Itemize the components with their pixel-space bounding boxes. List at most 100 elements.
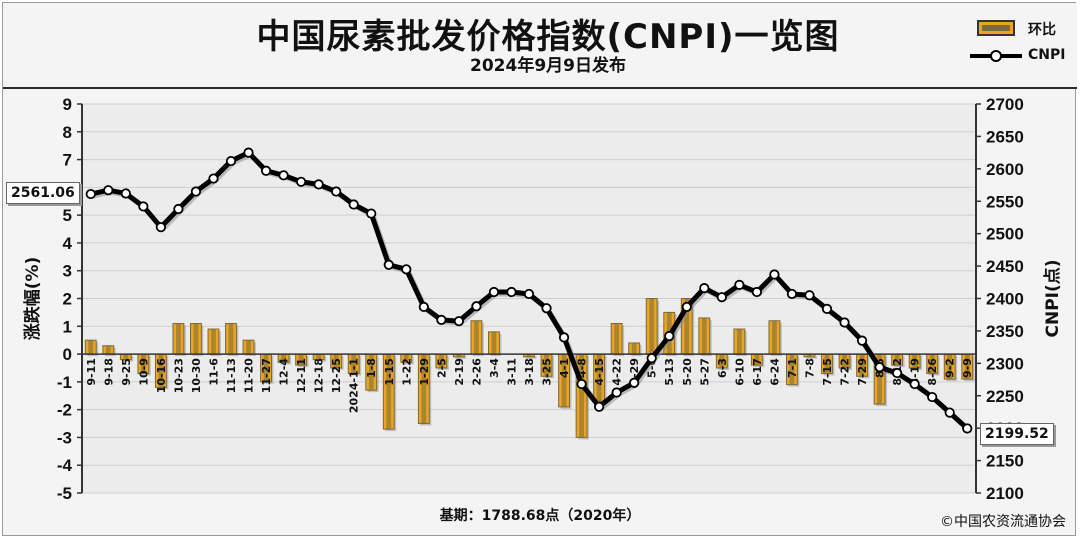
- bar-core: [947, 354, 953, 380]
- copyright-note: ©中国农资流通协会: [940, 514, 1066, 530]
- bar-core: [403, 354, 409, 363]
- x-tick-label: 9-18: [102, 358, 115, 386]
- line-point: [856, 335, 868, 346]
- bar-core: [421, 354, 427, 424]
- x-tick-label: 10-23: [172, 358, 185, 393]
- line-point: [85, 188, 96, 200]
- right-axis-title: CNPI(点): [1042, 259, 1063, 337]
- bar-core: [684, 298, 690, 355]
- x-tick-label: 6-17: [751, 358, 764, 386]
- right-tick-label: 2600: [986, 160, 1024, 179]
- legend: 环比 CNPI: [968, 18, 1076, 70]
- x-tick-label: 6-3: [716, 358, 729, 378]
- line-point: [190, 186, 202, 197]
- right-tick-label: 2650: [986, 127, 1024, 146]
- line-point: [225, 155, 237, 167]
- x-tick-label: 3-18: [523, 358, 536, 386]
- x-tick-label: 4-1: [558, 358, 571, 378]
- right-tick-label: 2100: [986, 484, 1024, 503]
- left-tick-label: 8: [63, 123, 72, 142]
- x-tick-label: 3-4: [488, 358, 501, 378]
- line-point: [699, 283, 710, 294]
- line-point: [962, 423, 973, 434]
- line-point: [734, 279, 745, 290]
- line-point: [611, 387, 622, 398]
- right-tick-label: 2250: [986, 387, 1024, 406]
- x-tick-label: 9-11: [85, 358, 98, 386]
- annotation-start-value: 2561.06: [6, 182, 80, 204]
- right-tick-label: 2150: [986, 452, 1024, 471]
- line-swatch-icon: [970, 50, 1022, 62]
- right-tick-label: 2700: [986, 95, 1024, 114]
- line-point: [383, 259, 394, 270]
- line-point: [260, 165, 272, 176]
- line-point: [173, 203, 184, 215]
- x-tick-label: 3-11: [505, 358, 518, 386]
- bar-core: [579, 354, 584, 438]
- line-point: [681, 301, 692, 313]
- left-tick-label: 2: [63, 290, 72, 309]
- bar-core: [596, 354, 602, 402]
- line-point: [874, 362, 885, 373]
- x-tick-label: 7-29: [856, 358, 869, 386]
- line-point: [541, 303, 552, 314]
- left-tick-label: 5: [63, 206, 72, 225]
- bar-core: [772, 320, 777, 355]
- left-tick-label: 0: [63, 345, 72, 364]
- bar-shadow: [525, 356, 537, 359]
- x-tick-label: 8-26: [926, 358, 939, 386]
- left-tick-label: -5: [57, 484, 72, 503]
- line-point: [751, 286, 762, 298]
- bar-core: [368, 354, 374, 391]
- left-tick-label: 9: [63, 95, 72, 114]
- bar-core: [877, 354, 882, 405]
- right-tick-label: 2400: [986, 290, 1024, 309]
- line-point: [366, 208, 377, 219]
- line-point: [927, 391, 938, 403]
- x-tick-label: 5-13: [663, 358, 676, 386]
- legend-label-line: CNPI: [1028, 47, 1066, 63]
- x-tick-label: 9-9: [961, 358, 974, 378]
- line-point: [786, 288, 798, 300]
- bar-core: [701, 317, 707, 355]
- bar-core: [158, 354, 164, 388]
- bar-core: [964, 354, 970, 380]
- left-axis-title: 涨跌幅(%): [22, 257, 43, 341]
- x-tick-label: 12-4: [278, 358, 291, 386]
- bar-core: [140, 354, 146, 374]
- bar-core: [842, 354, 847, 368]
- line-point: [716, 292, 727, 303]
- line-point: [558, 332, 570, 343]
- x-tick-label: 10-30: [190, 358, 203, 394]
- bar-core: [316, 354, 322, 360]
- bar-core: [912, 354, 918, 368]
- x-tick-label: 2-26: [470, 358, 483, 386]
- x-tick-label: 6-24: [768, 358, 781, 386]
- x-tick-label: 6-10: [733, 358, 746, 386]
- line-point: [664, 331, 675, 342]
- x-tick-label: 11-13: [225, 358, 238, 393]
- x-tick-label: 4-22: [611, 358, 624, 386]
- left-tick-label: 3: [63, 262, 72, 281]
- x-tick-label: 7-8: [803, 358, 816, 378]
- bar-core: [105, 345, 111, 355]
- x-tick-label: 7-15: [821, 358, 834, 386]
- line-point: [103, 185, 114, 196]
- line-point: [453, 316, 464, 327]
- line-point: [436, 314, 447, 325]
- x-tick-label: 2024-1-1: [348, 358, 361, 413]
- bar-core: [824, 354, 830, 374]
- line-point: [471, 301, 482, 312]
- line-point: [646, 353, 657, 364]
- bar-core: [614, 323, 620, 355]
- bar-swatch-icon: [977, 20, 1015, 36]
- bar-core: [789, 354, 795, 385]
- left-tick-label: -4: [57, 456, 73, 475]
- line-point: [278, 170, 289, 181]
- bar-core: [246, 340, 251, 355]
- chart-title: 中国尿素批发价格指数(CNPI)一览图: [256, 17, 840, 57]
- bar-core: [561, 354, 567, 407]
- x-tick-label: 12-25: [330, 358, 343, 393]
- bar-core: [88, 340, 94, 355]
